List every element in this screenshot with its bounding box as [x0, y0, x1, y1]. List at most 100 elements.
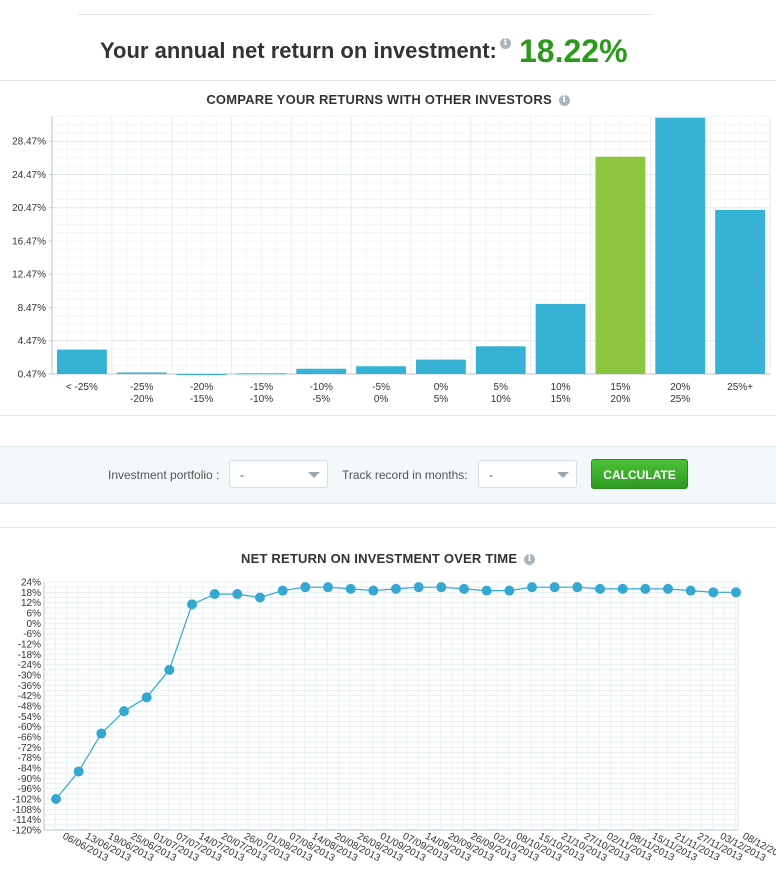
x-tick-line: 20%	[670, 382, 690, 393]
info-icon[interactable]: i	[499, 38, 511, 49]
x-tick-line: -20%	[190, 382, 213, 393]
line-chart: 24%18%12%6%0%-6%-12%-18%-24%-30%-36%-42%…	[12, 578, 776, 865]
y-tick-label: 12.47%	[12, 270, 46, 281]
y-tick-label: 4.47%	[18, 336, 46, 347]
info-icon[interactable]: i	[558, 95, 570, 107]
calculate-button[interactable]: CALCULATE	[591, 459, 688, 489]
x-tick-line: -20%	[130, 394, 153, 405]
filter-form: Investment portfolio : - Track record in…	[0, 446, 776, 504]
x-tick-line: 10%	[491, 394, 511, 405]
summary-label: Your annual net return on investment:	[100, 38, 497, 63]
y-tick-label: 8.47%	[18, 303, 46, 314]
y-tick-label: -24%	[18, 660, 41, 671]
x-tick-line: 10%	[551, 382, 571, 393]
x-tick-label: -20% -15%	[190, 382, 213, 405]
data-point	[96, 728, 107, 739]
y-tick-label: -12%	[18, 640, 41, 651]
x-tick-line: -25%	[130, 382, 153, 393]
x-tick-line: 5%	[434, 394, 449, 405]
x-tick-label: 15% 20%	[610, 382, 630, 405]
x-tick-label: -5% 0%	[372, 382, 390, 405]
x-tick-line: 20%	[610, 394, 630, 405]
data-point	[119, 706, 129, 717]
x-tick-label: 20% 25%	[670, 382, 690, 405]
data-point	[141, 692, 152, 703]
data-point	[51, 794, 61, 804]
data-point	[368, 585, 379, 596]
x-tick-line: 15%	[610, 382, 630, 393]
x-tick-line: 15%	[551, 394, 571, 405]
data-point	[708, 587, 719, 598]
data-point	[391, 583, 401, 594]
line-grid	[43, 581, 738, 831]
y-tick-label: -84%	[18, 764, 41, 775]
summary-value: 18.22%	[519, 33, 628, 69]
data-point	[436, 582, 447, 593]
y-tick-label: -48%	[18, 702, 41, 713]
y-tick-label: -114%	[13, 815, 41, 826]
x-tick-label: -15% -10%	[250, 382, 273, 405]
data-point	[549, 582, 560, 593]
y-tick-label: 24%	[21, 578, 41, 589]
x-tick-label: -25% -20%	[130, 382, 153, 405]
x-tick-line: 25%+	[727, 382, 753, 393]
bar	[535, 303, 586, 374]
y-tick-label: 0%	[27, 619, 42, 630]
portfolio-select[interactable]: -	[229, 460, 328, 488]
y-tick-label: 20.47%	[12, 203, 46, 214]
chevron-down-icon	[308, 472, 320, 478]
line-chart-title-wrap: NET RETURN ON INVESTMENT OVER TIME i	[0, 551, 776, 566]
y-tick-label: -108%	[12, 805, 41, 816]
data-point	[459, 583, 469, 594]
x-tick-line: 0%	[434, 382, 449, 393]
x-tick-label: 25%+	[727, 382, 753, 393]
y-tick-label: 0.47%	[18, 370, 46, 381]
data-point	[731, 587, 741, 598]
data-point	[617, 583, 628, 594]
track-record-select-value: -	[489, 468, 493, 482]
bar	[116, 372, 167, 374]
x-tick-line: -10%	[250, 394, 273, 405]
bar-chart-title-wrap: COMPARE YOUR RETURNS WITH OTHER INVESTOR…	[0, 92, 776, 107]
y-tick-label: -6%	[23, 629, 41, 640]
line-chart-title: NET RETURN ON INVESTMENT OVER TIME	[240, 551, 518, 566]
bar	[296, 368, 347, 374]
x-tick-line: -5%	[372, 382, 390, 393]
y-tick-label: -30%	[18, 671, 41, 682]
data-point	[572, 582, 583, 593]
data-point	[277, 585, 288, 596]
info-icon[interactable]: i	[524, 554, 535, 566]
y-tick-label: 18%	[21, 588, 41, 599]
chevron-down-icon	[557, 472, 569, 478]
bar	[236, 373, 287, 375]
y-tick-label: 16.47%	[12, 236, 46, 247]
y-tick-label: 12%	[21, 598, 41, 609]
data-point	[640, 583, 651, 594]
y-tick-label: -60%	[18, 722, 41, 733]
y-tick-label: -54%	[18, 712, 41, 723]
data-point	[300, 582, 311, 593]
data-point	[323, 582, 333, 593]
track-record-select[interactable]: -	[478, 460, 577, 488]
data-point	[345, 583, 356, 594]
bar-chart: 0.47% 4.47% 8.47% 12.47% 16.47% 20.47% 24.47% 2…	[12, 115, 771, 405]
summary-header: Your annual net return on investment: i 1…	[0, 30, 776, 80]
line-section-divider	[0, 527, 776, 528]
data-point	[481, 585, 492, 596]
y-tick-label: 6%	[27, 609, 42, 620]
y-tick-label: -120%	[12, 826, 41, 837]
data-point	[663, 583, 673, 594]
y-tick-label: -102%	[12, 795, 41, 806]
data-point	[527, 582, 537, 593]
data-point	[413, 582, 424, 593]
series-line	[55, 586, 736, 800]
y-tick-label: -18%	[18, 650, 41, 661]
bar	[475, 346, 526, 374]
bar	[715, 209, 765, 374]
data-point	[164, 664, 175, 675]
x-tick-line: -15%	[190, 394, 213, 405]
y-tick-label: -78%	[18, 753, 41, 764]
y-tick-label: -72%	[18, 743, 41, 754]
x-tick-line: 5%	[494, 382, 509, 393]
y-tick-label: -96%	[18, 784, 41, 795]
